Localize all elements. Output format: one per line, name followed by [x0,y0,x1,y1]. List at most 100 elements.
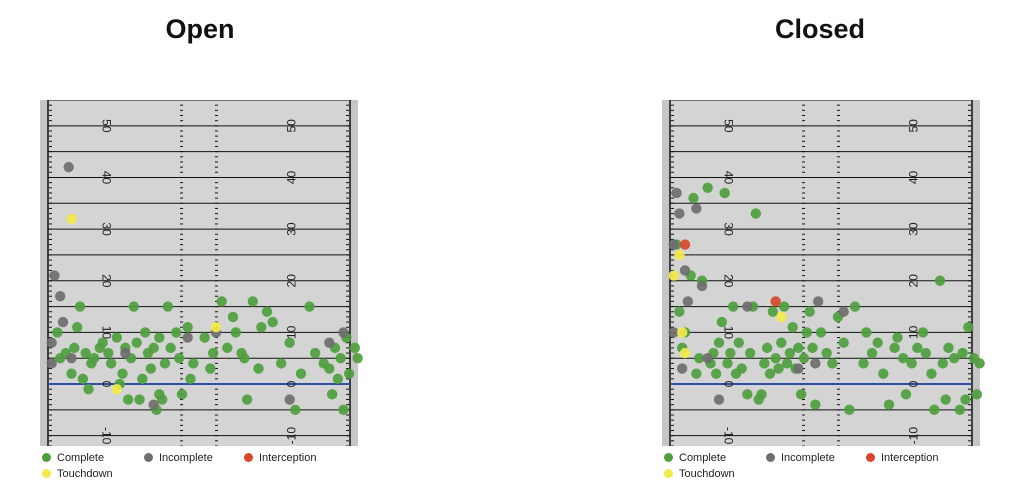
pass-point-complete [827,358,838,369]
pass-point-complete [674,306,685,317]
pass-point-complete [781,358,793,369]
pass-point-complete [861,327,872,338]
pass-point-incomplete [46,358,57,369]
pass-point-complete [216,296,227,307]
chart-panel-open: Open -10 -10 0 0 10 10 20 20 30 30 40 40 50 50 Comple… [40,14,363,480]
pass-point-complete [937,358,949,369]
pass-point-complete [182,322,193,333]
pass-point-complete [725,347,736,359]
yard-number-label: 10 [907,325,921,339]
pass-point-incomplete [63,161,74,173]
pass-point-incomplete [682,296,694,307]
pass-point-touchdown [210,322,222,333]
pass-point-complete [230,327,242,338]
touchdown-dot-icon [664,469,673,478]
pass-point-interception [679,239,691,250]
pass-point-incomplete [713,394,725,405]
pass-point-complete [256,322,267,333]
pass-point-touchdown [674,249,685,261]
legend-label: Incomplete [781,452,835,464]
pass-point-complete [866,347,878,359]
pass-point-touchdown [66,213,77,224]
yard-number-label: 50 [721,119,735,133]
pass-point-complete [222,342,233,354]
pass-point-complete [349,342,361,354]
pass-point-complete [759,358,770,369]
yard-number-label: 50 [285,119,299,133]
pass-point-complete [770,353,781,364]
pass-point-complete [131,337,142,348]
yard-number-label: -10 [99,427,113,445]
pass-point-complete [691,368,702,379]
pass-point-complete [335,353,346,364]
pass-point-complete [88,353,100,364]
legend-label: Interception [881,452,939,464]
yard-number-label: 0 [99,381,113,388]
pass-point-complete [52,327,63,338]
pass-point-complete [267,316,278,328]
pass-point-complete [744,347,756,359]
legend-item-complete: Complete [42,452,104,464]
pass-point-complete [332,373,344,385]
legend-item-interception: Interception [866,452,938,464]
yard-number-label: 0 [907,380,921,387]
pass-point-touchdown [776,311,787,323]
pass-point-complete [139,327,151,338]
pass-point-complete [776,337,787,348]
pass-point-complete [702,182,713,193]
pass-point-complete [974,358,985,369]
pass-point-incomplete [148,399,159,410]
yard-number-label: 30 [99,222,113,236]
pass-point-complete [352,353,363,364]
legend-label: Complete [679,452,727,464]
pass-point-complete [134,394,145,405]
pass-point-complete [784,347,796,359]
pass-point-incomplete [676,363,688,374]
pass-point-complete [324,363,335,374]
pass-point-complete [795,389,807,400]
pass-point-complete [934,275,946,286]
pass-point-complete [838,337,849,348]
pass-point-complete [716,316,728,328]
yard-number-label: -10 [721,427,735,445]
pass-point-incomplete [324,337,335,348]
pass-point-complete [929,404,940,416]
legend-label: Touchdown [57,468,113,480]
pass-point-complete [97,337,108,348]
pass-point-complete [159,358,171,369]
pass-point-incomplete [284,394,295,405]
pass-point-complete [940,394,951,405]
pass-point-complete [69,342,80,354]
football-field-plot: -10 -10 0 0 10 10 20 20 30 30 40 40 50 50 [40,100,363,446]
pass-point-complete [71,322,83,333]
pass-point-complete [713,337,725,348]
legend-label: Complete [57,452,105,464]
legend-item-touchdown: Touchdown [664,468,735,480]
pass-point-complete [761,342,773,354]
pass-point-complete [957,347,968,359]
pass-point-interception [770,296,781,307]
pass-point-complete [878,368,889,379]
yard-number-label: 10 [99,326,113,340]
yard-number-label: 20 [907,274,921,288]
complete-dot-icon [42,453,51,462]
pass-point-complete [154,332,165,343]
pass-point-incomplete [66,353,77,364]
pass-point-complete [727,301,739,312]
pass-point-incomplete [668,327,679,338]
pass-point-complete [185,373,196,385]
pass-point-complete [849,301,861,312]
pass-point-complete [906,358,917,369]
pass-point-complete [778,301,790,312]
touchdown-dot-icon [42,469,51,478]
yard-number-label: 10 [285,325,299,339]
pass-point-complete [253,363,264,374]
field-surface [670,100,972,446]
pass-point-touchdown [679,347,691,359]
yard-number-label: 40 [721,171,735,185]
pass-point-complete [241,394,253,405]
football-field-plot: -10 -10 0 0 10 10 20 20 30 30 40 40 50 50 [662,100,985,446]
pass-point-complete [963,322,974,333]
pass-point-complete [304,301,315,312]
legend-item-incomplete: Incomplete [766,452,835,464]
